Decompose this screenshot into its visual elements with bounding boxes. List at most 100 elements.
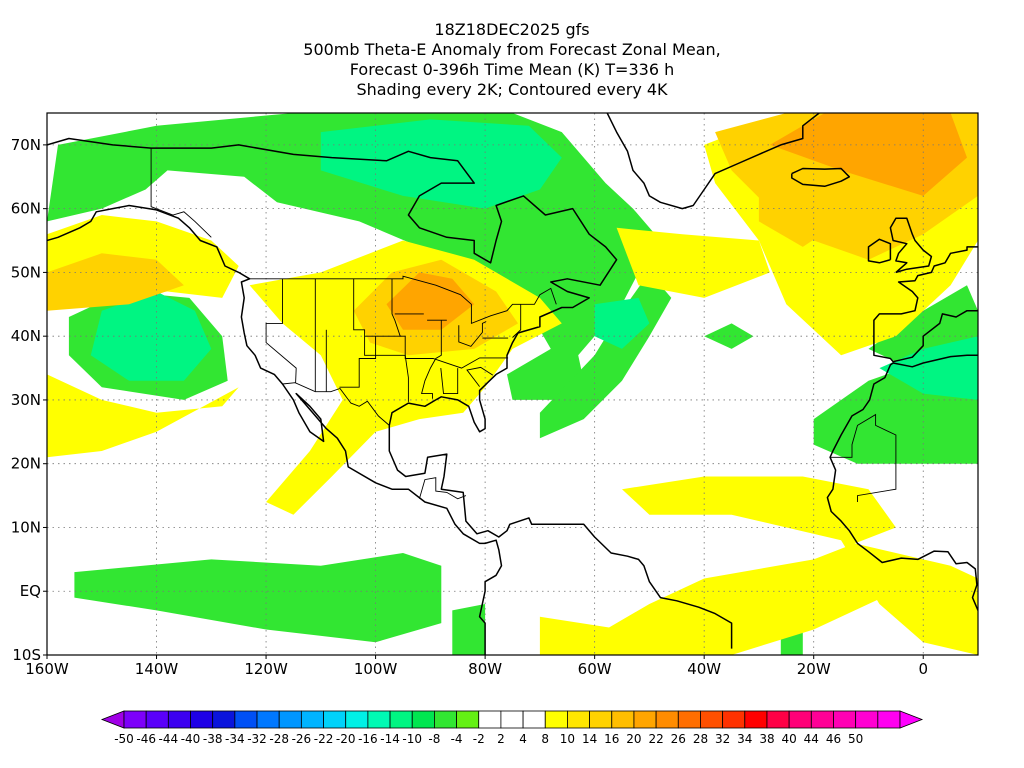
colorbar-swatch bbox=[367, 710, 391, 729]
colorbar-swatch bbox=[323, 710, 347, 729]
longitude-label: 0 bbox=[918, 660, 928, 678]
colorbar-label: -46 bbox=[136, 732, 156, 746]
colorbar-swatch bbox=[212, 710, 236, 729]
colorbar-swatch bbox=[855, 710, 879, 729]
colorbar-label: -22 bbox=[314, 732, 334, 746]
us-state-lines bbox=[339, 336, 377, 388]
greenland-coast bbox=[606, 113, 820, 210]
colorbar-label: 10 bbox=[560, 732, 575, 746]
us-state-lines bbox=[265, 278, 297, 383]
colorbar-swatch bbox=[167, 710, 191, 729]
europe-coast bbox=[873, 246, 978, 363]
us-state-lines bbox=[440, 368, 459, 395]
anomaly-region-dark-orange bbox=[386, 272, 475, 330]
anomaly-region-yellow bbox=[616, 227, 770, 298]
colorbar-label: -50 bbox=[114, 732, 134, 746]
colorbar-label: 46 bbox=[826, 732, 841, 746]
us-state-lines bbox=[421, 320, 442, 399]
longitude-label: 100W bbox=[354, 660, 398, 678]
north-america-coast bbox=[47, 137, 733, 649]
anomaly-shading bbox=[47, 113, 978, 655]
latitude-label: 60N bbox=[11, 200, 41, 218]
anomaly-region-green bbox=[704, 323, 754, 349]
colorbar-label: -38 bbox=[203, 732, 223, 746]
latitude-label: EQ bbox=[20, 582, 41, 600]
colorbar-label: -28 bbox=[269, 732, 289, 746]
colorbar-swatch bbox=[345, 710, 369, 729]
longitude-label: 160W bbox=[25, 660, 69, 678]
colorbar-label: -26 bbox=[292, 732, 312, 746]
colorbar-swatch bbox=[611, 710, 635, 729]
colorbar-swatch bbox=[256, 710, 280, 729]
longitude-label: 60W bbox=[578, 660, 612, 678]
ireland bbox=[867, 238, 892, 264]
colorbar-swatch bbox=[744, 710, 768, 729]
central-america-pacific bbox=[47, 204, 503, 655]
colorbar-label: 44 bbox=[804, 732, 819, 746]
colorbar-label: 50 bbox=[848, 732, 863, 746]
title-line-variable: 500mb Theta-E Anomaly from Forecast Zona… bbox=[303, 40, 721, 59]
anomaly-region-teal bbox=[879, 336, 978, 400]
us-state-lines bbox=[458, 321, 487, 347]
anomaly-region-yellow bbox=[47, 374, 239, 458]
colorbar-swatch bbox=[833, 710, 857, 729]
longitude-label: 40W bbox=[687, 660, 721, 678]
latitude-label: 10S bbox=[12, 646, 41, 664]
colorbar-swatch bbox=[500, 710, 524, 729]
colorbar-label: -34 bbox=[225, 732, 245, 746]
colorbar-swatch bbox=[478, 710, 502, 729]
colorbar-label: 14 bbox=[582, 732, 597, 746]
colorbar-label: 34 bbox=[737, 732, 752, 746]
colorbar-label: -40 bbox=[181, 732, 201, 746]
us-canada-border bbox=[249, 275, 557, 325]
africa-coast bbox=[826, 354, 978, 611]
anomaly-region-yellow bbox=[539, 616, 716, 655]
colorbar-label: -2 bbox=[473, 732, 485, 746]
latitude-label: 30N bbox=[11, 391, 41, 409]
map-gridlines bbox=[47, 113, 978, 655]
latitude-label: 70N bbox=[11, 136, 41, 154]
colorbar-swatch bbox=[677, 710, 701, 729]
colorbar-label: -32 bbox=[247, 732, 267, 746]
colorbar-label: 16 bbox=[604, 732, 619, 746]
title-line-forecast: Forecast 0-396h Time Mean (K) T=336 h bbox=[349, 60, 675, 79]
map-frame bbox=[46, 112, 979, 656]
latitude-label: 50N bbox=[11, 263, 41, 281]
colorbar-label: 32 bbox=[715, 732, 730, 746]
colorbar-swatch bbox=[633, 710, 657, 729]
longitude-label: 20W bbox=[797, 660, 831, 678]
colorbar-swatch bbox=[123, 710, 147, 729]
longitude-label: 140W bbox=[135, 660, 179, 678]
colorbar-arrow-low bbox=[100, 710, 125, 729]
anomaly-region-green bbox=[452, 604, 486, 655]
colorbar-swatch bbox=[700, 710, 724, 729]
color-scale: -50 -46 -44 -40 -38 -34 -32 -28 -26 -22 -20 -16 -14-… bbox=[100, 710, 924, 746]
colorbar-label: -44 bbox=[159, 732, 179, 746]
colorbar-label: 20 bbox=[626, 732, 641, 746]
anomaly-region-yellow bbox=[583, 476, 896, 655]
colorbar-swatch bbox=[433, 710, 457, 729]
colorbar-label: 38 bbox=[759, 732, 774, 746]
anomaly-region-green bbox=[74, 553, 442, 643]
colorbar-swatch bbox=[234, 710, 258, 729]
colorbar-label: -10 bbox=[402, 732, 422, 746]
map-outlines bbox=[47, 113, 978, 655]
anomaly-region-yellow bbox=[841, 540, 978, 655]
colorbar-swatch bbox=[788, 710, 812, 729]
colorbar-swatch bbox=[522, 710, 546, 729]
latitude-label: 10N bbox=[11, 518, 41, 536]
colorbar-swatch bbox=[766, 710, 790, 729]
iceland bbox=[791, 167, 851, 188]
colorbar-label: 2 bbox=[497, 732, 505, 746]
colorbar-arrow-high bbox=[899, 710, 924, 729]
africa-borders bbox=[830, 413, 897, 502]
latitude-label: 20N bbox=[11, 455, 41, 473]
central-america-borders bbox=[418, 477, 467, 500]
colorbar-swatch bbox=[544, 710, 568, 729]
great-britain bbox=[889, 217, 933, 274]
colorbar-label: -8 bbox=[428, 732, 440, 746]
anomaly-region-teal bbox=[320, 119, 562, 209]
colorbar-swatch bbox=[722, 710, 746, 729]
chart-title-block: 18Z18DEC2025 gfs 500mb Theta-E Anomaly f… bbox=[0, 20, 1024, 100]
